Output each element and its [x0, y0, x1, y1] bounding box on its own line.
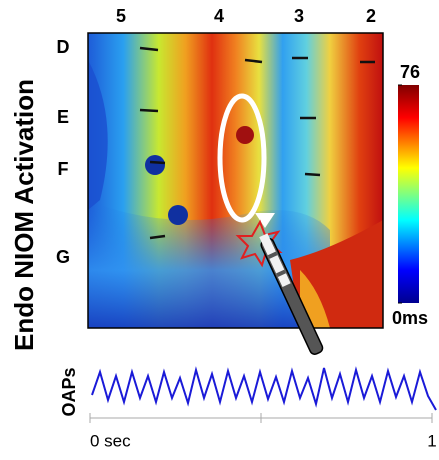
row-label: E: [57, 107, 69, 127]
trace-label: OAPs: [59, 367, 79, 416]
row-label: D: [57, 37, 70, 57]
column-label: 3: [294, 6, 304, 26]
time-tick-label: 1: [427, 431, 436, 450]
colorbar-tick-label: 76: [400, 62, 420, 82]
catheter: [259, 233, 324, 355]
colorbar-tick-label: 0ms: [392, 308, 428, 328]
column-label: 2: [366, 6, 376, 26]
pacing-site: [235, 219, 283, 268]
reentry-loop: [217, 93, 267, 223]
loop-arrow: [255, 213, 275, 228]
map-frame: [87, 32, 384, 329]
row-label: G: [56, 247, 70, 267]
activation-map: [88, 33, 383, 328]
column-label: 5: [116, 6, 126, 26]
title: Endo NIOM Activation: [9, 79, 39, 351]
row-label: F: [58, 159, 69, 179]
oap-trace: [91, 366, 437, 411]
colorbar: [398, 85, 419, 303]
time-tick-label: 0 sec: [90, 431, 131, 450]
column-label: 4: [214, 6, 224, 26]
